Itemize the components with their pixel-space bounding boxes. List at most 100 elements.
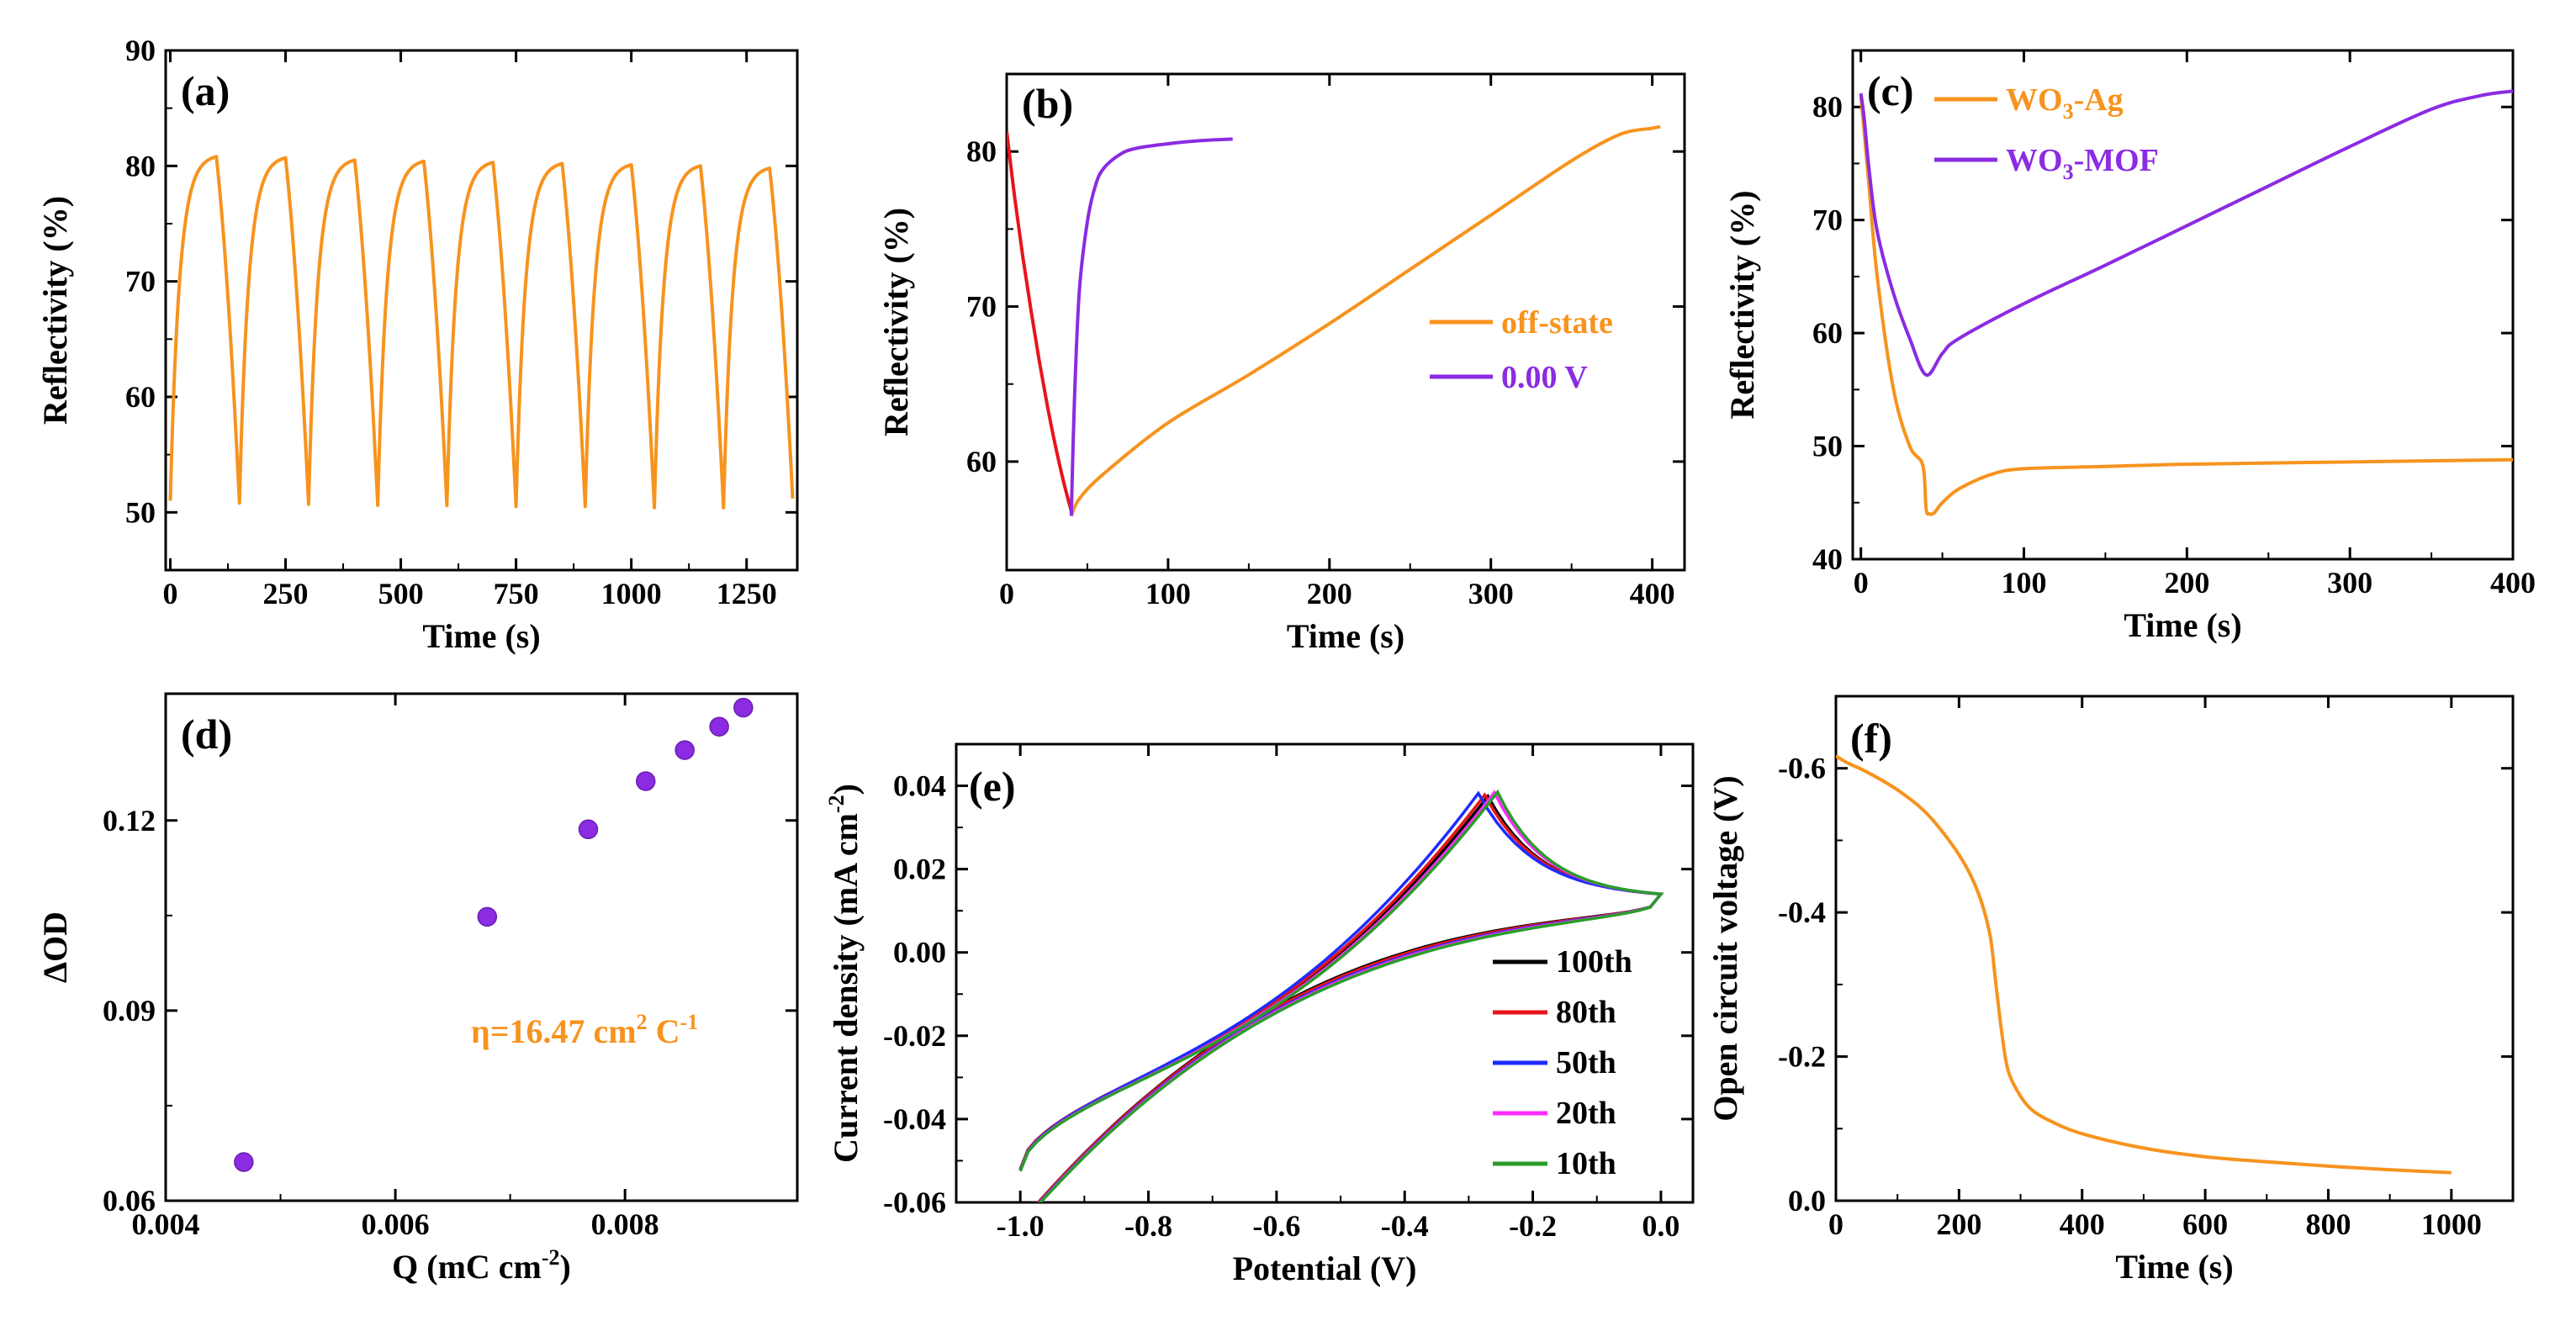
panel-label: (d)	[181, 711, 232, 758]
y-tick-label: 0.00	[893, 936, 946, 969]
x-tick-label: 300	[1468, 577, 1514, 610]
y-tick-label: 70	[1812, 203, 1843, 237]
scatter-point	[477, 906, 498, 927]
scatter-point	[578, 819, 599, 840]
x-axis-label: Time (s)	[2124, 606, 2241, 644]
scatter-point	[733, 697, 754, 718]
plot-frame	[955, 742, 1695, 1204]
series-line-off-state	[1069, 124, 1661, 517]
y-tick-label: 70	[125, 265, 156, 298]
y-tick-label: 0.12	[103, 804, 156, 837]
x-axis-label: Time (s)	[1287, 617, 1404, 655]
y-tick-label: 0.0	[1788, 1184, 1826, 1218]
legend: off-state 0.00 V	[1430, 305, 1613, 395]
y-tick-label: 90	[125, 34, 156, 67]
plot-area	[1007, 124, 1661, 517]
y-tick-label: -0.04	[883, 1102, 946, 1136]
x-tick-label: 0	[1828, 1207, 1843, 1241]
x-tick-label: 100	[2002, 566, 2047, 600]
panel-label: (c)	[1867, 67, 1914, 114]
x-tick-label: 0.006	[362, 1207, 430, 1241]
x-tick-label: 1000	[601, 577, 662, 610]
y-tick-label: 0.02	[893, 853, 946, 886]
x-tick-label: 0	[1854, 566, 1869, 600]
y-axis-label: Reflectivity (%)	[1723, 190, 1761, 419]
y-tick-label: -0.4	[1778, 895, 1826, 929]
y-tick-label: 50	[125, 495, 156, 529]
x-tick-label: 750	[494, 577, 539, 610]
y-tick-label: 0.04	[893, 769, 946, 803]
legend-label: 80th	[1556, 995, 1616, 1030]
plot-frame	[1851, 49, 2515, 561]
y-axis-label: Reflectivity (%)	[36, 196, 74, 425]
plot-frame	[164, 692, 799, 1202]
plot-frame	[1005, 72, 1686, 572]
x-tick-label: 400	[2060, 1207, 2105, 1241]
x-tick-label: -0.8	[1124, 1209, 1172, 1243]
scatter-point	[674, 740, 695, 760]
plot-frame	[1834, 695, 2515, 1202]
y-tick-label: 80	[966, 135, 997, 168]
legend: 100th 80th 50th 20th 10th	[1493, 944, 1632, 1181]
panel-e: -1.0 -0.8 -0.6 -0.4 -0.2 0.0 -0.06 -0.04 -0.02 0.…	[824, 742, 1695, 1287]
scatter-point	[709, 716, 729, 737]
x-tick-label: 200	[2164, 566, 2209, 600]
series-line-wo3-ag	[1859, 95, 2513, 516]
x-tick-label: 0	[162, 577, 177, 610]
x-tick-label: 600	[2182, 1207, 2228, 1241]
y-tick-label: 60	[1812, 316, 1843, 350]
x-tick-label: 0.0	[1642, 1209, 1679, 1243]
y-tick-label: 80	[1812, 90, 1843, 124]
panel-c: 0 100 200 300 400 40 50 60 70 80 Time (s) Reflectiv…	[1723, 49, 2536, 644]
panel-a: 0 250 500 750 1000 1250 50 60 70 80 90 Time (s) Refl…	[36, 34, 799, 655]
y-tick-label: -0.6	[1778, 752, 1826, 785]
plot-area	[1859, 89, 2513, 516]
y-tick-label: 70	[966, 290, 997, 324]
x-tick-label: 200	[1307, 577, 1352, 610]
scatter-point	[636, 771, 656, 791]
x-axis-label: Potential (V)	[1233, 1249, 1417, 1287]
y-tick-label: 0.06	[103, 1184, 156, 1218]
y-axis-label: ΔOD	[36, 911, 74, 983]
panel-d: 0.004 0.006 0.008 0.06 0.09 0.12 Q (mC cm-2) ΔO…	[36, 692, 799, 1286]
legend-label: WO3-MOF	[2006, 143, 2159, 184]
x-tick-label: 0.008	[591, 1207, 659, 1241]
x-axis-label: Time (s)	[422, 617, 540, 655]
x-axis-label: Q (mC cm-2)	[392, 1245, 571, 1286]
y-axis-label: Open circuit voltage (V)	[1706, 775, 1744, 1121]
y-tick-label: -0.02	[883, 1019, 946, 1053]
legend-label: 50th	[1556, 1045, 1616, 1080]
y-tick-label: -0.2	[1778, 1040, 1826, 1074]
x-tick-label: 0.004	[132, 1207, 200, 1241]
plot-area	[234, 697, 754, 1172]
legend-label: off-state	[1501, 305, 1613, 341]
legend-label: 0.00 V	[1501, 360, 1588, 395]
plot-area	[1018, 789, 1664, 1202]
x-tick-label: 200	[1936, 1207, 1981, 1241]
panel-f: 0 200 400 600 800 1000 0.0 -0.2 -0.4 -0.6 Time (s)…	[1706, 695, 2515, 1286]
panel-label: (a)	[181, 67, 230, 114]
plot-frame	[164, 49, 799, 572]
x-tick-label: -0.6	[1252, 1209, 1300, 1243]
legend-label: WO3-Ag	[2006, 82, 2124, 124]
x-tick-label: 0	[999, 577, 1014, 610]
series-line-cycling	[168, 155, 795, 510]
series-line-wo3-mof	[1859, 89, 2513, 377]
x-axis-label: Time (s)	[2115, 1248, 2233, 1286]
y-tick-label: 80	[125, 149, 156, 182]
y-tick-label: 60	[966, 445, 997, 478]
panel-label: (b)	[1022, 80, 1073, 127]
x-tick-label: 400	[1630, 577, 1675, 610]
scatter-point	[234, 1152, 254, 1172]
x-tick-label: 250	[263, 577, 309, 610]
legend-label: 20th	[1556, 1096, 1616, 1131]
series-line-ocv-decay	[1836, 754, 2452, 1175]
legend-label: 10th	[1556, 1146, 1616, 1181]
x-tick-label: 400	[2490, 566, 2536, 600]
y-axis-label: Current density (mA cm-2)	[824, 784, 865, 1163]
x-tick-label: 100	[1145, 577, 1191, 610]
x-tick-label: 1250	[717, 577, 777, 610]
y-axis-label: Reflectivity (%)	[877, 208, 915, 436]
y-tick-label: -0.06	[883, 1186, 946, 1219]
